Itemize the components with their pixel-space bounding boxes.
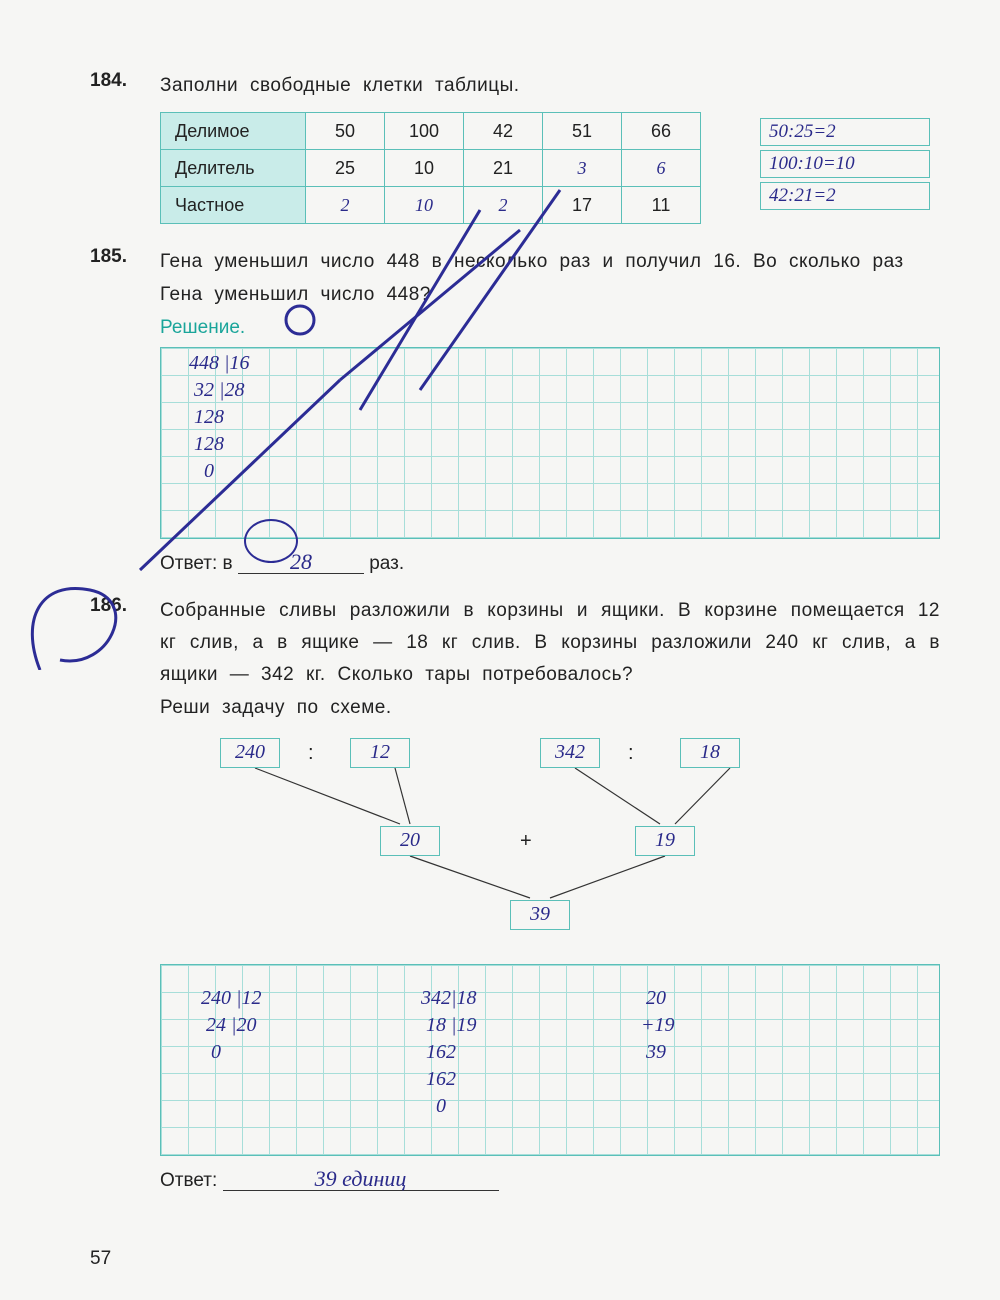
row-header: Частное bbox=[161, 187, 306, 224]
work-grid: 448 |16 32 |28 128 128 0 bbox=[160, 347, 940, 539]
problem-prompt: Собранные сливы разложили в корзины и ящ… bbox=[160, 595, 940, 692]
problem-prompt: Гена уменьшил число 448 в несколько раз … bbox=[160, 246, 940, 311]
workbook-page: 184. Заполни свободные клетки таблицы. Д… bbox=[0, 0, 1000, 1300]
problem-number: 185. bbox=[90, 246, 160, 575]
answer-value: 39 единиц bbox=[223, 1168, 499, 1191]
scheme-box: 240 bbox=[220, 738, 280, 768]
calc-line: 50:25=2 bbox=[760, 118, 930, 146]
table-row: Делимое 50 100 42 51 66 bbox=[161, 113, 701, 150]
scheme-box: 342 bbox=[540, 738, 600, 768]
circled-answer bbox=[244, 519, 298, 563]
side-calculations: 50:25=2 100:10=10 42:21=2 bbox=[760, 118, 930, 214]
answer-line: Ответ: 39 единиц bbox=[160, 1168, 940, 1192]
work-grid: 240 |12 24 |20 0 342|18 18 |19 162 162 0… bbox=[160, 964, 940, 1156]
row-header: Делимое bbox=[161, 113, 306, 150]
long-division-work: 342|18 18 |19 162 162 0 bbox=[421, 985, 477, 1120]
calc-line: 100:10=10 bbox=[760, 150, 930, 178]
scheme-lines bbox=[200, 738, 940, 948]
row-header: Делитель bbox=[161, 150, 306, 187]
scheme-box: 18 bbox=[680, 738, 740, 768]
problem-number: 184. bbox=[90, 70, 160, 224]
scheme-box: 19 bbox=[635, 826, 695, 856]
problem-instruction: Реши задачу по схеме. bbox=[160, 692, 940, 724]
scheme-box: 12 bbox=[350, 738, 410, 768]
problem-prompt: Заполни свободные клетки таблицы. bbox=[160, 70, 940, 102]
long-division-work: 240 |12 24 |20 0 bbox=[201, 985, 262, 1066]
scheme-box: 39 bbox=[510, 900, 570, 930]
answer-line: Ответ: в 28 раз. bbox=[160, 551, 940, 575]
table-row: Делитель 25 10 21 3 6 bbox=[161, 150, 701, 187]
page-number: 57 bbox=[90, 1248, 111, 1270]
addition-work: 20 +19 39 bbox=[641, 985, 675, 1066]
problem-number: 186. bbox=[90, 595, 160, 1192]
scheme-box: 20 bbox=[380, 826, 440, 856]
table-row: Частное 2 10 2 17 11 bbox=[161, 187, 701, 224]
calc-line: 42:21=2 bbox=[760, 182, 930, 210]
problem-185: 185. Гена уменьшил число 448 в несколько… bbox=[90, 246, 940, 575]
long-division-work: 448 |16 32 |28 128 128 0 bbox=[189, 350, 250, 485]
scheme-op: + bbox=[520, 830, 532, 853]
problem-186: 186. Собранные сливы разложили в корзины… bbox=[90, 595, 940, 1192]
division-table: Делимое 50 100 42 51 66 Делитель 25 10 2… bbox=[160, 112, 701, 224]
solution-label: Решение. bbox=[160, 317, 940, 339]
solution-scheme: 240 : 12 342 : 18 20 + 19 39 bbox=[200, 738, 940, 948]
scheme-op: : bbox=[308, 742, 314, 765]
scheme-op: : bbox=[628, 742, 634, 765]
